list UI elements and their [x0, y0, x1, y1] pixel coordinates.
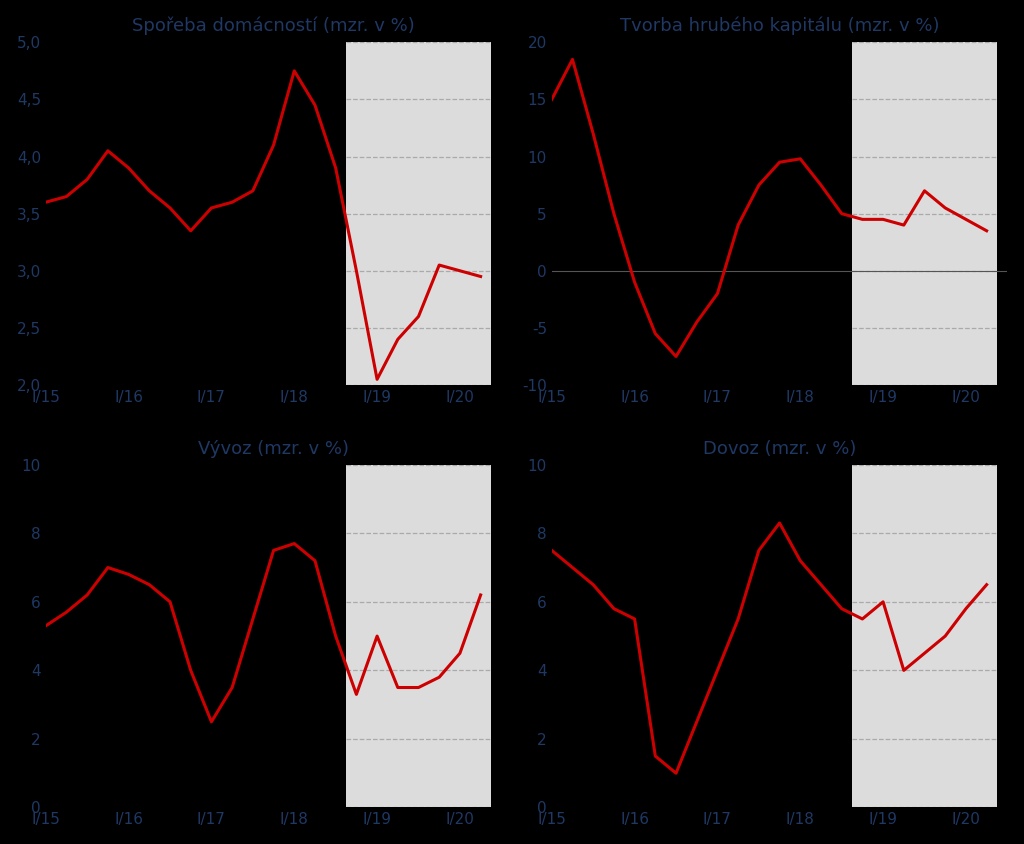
Bar [852, 42, 997, 385]
Title: Tvorba hrubého kapitálu (mzr. v %): Tvorba hrubého kapitálu (mzr. v %) [620, 17, 939, 35]
Bar [346, 42, 490, 385]
Title: Vývoz (mzr. v %): Vývoz (mzr. v %) [198, 440, 349, 457]
Title: Dovoz (mzr. v %): Dovoz (mzr. v %) [702, 440, 856, 457]
Title: Spořeba domácností (mzr. v %): Spořeba domácností (mzr. v %) [132, 17, 415, 35]
Bar [346, 465, 490, 808]
Bar [852, 465, 997, 808]
